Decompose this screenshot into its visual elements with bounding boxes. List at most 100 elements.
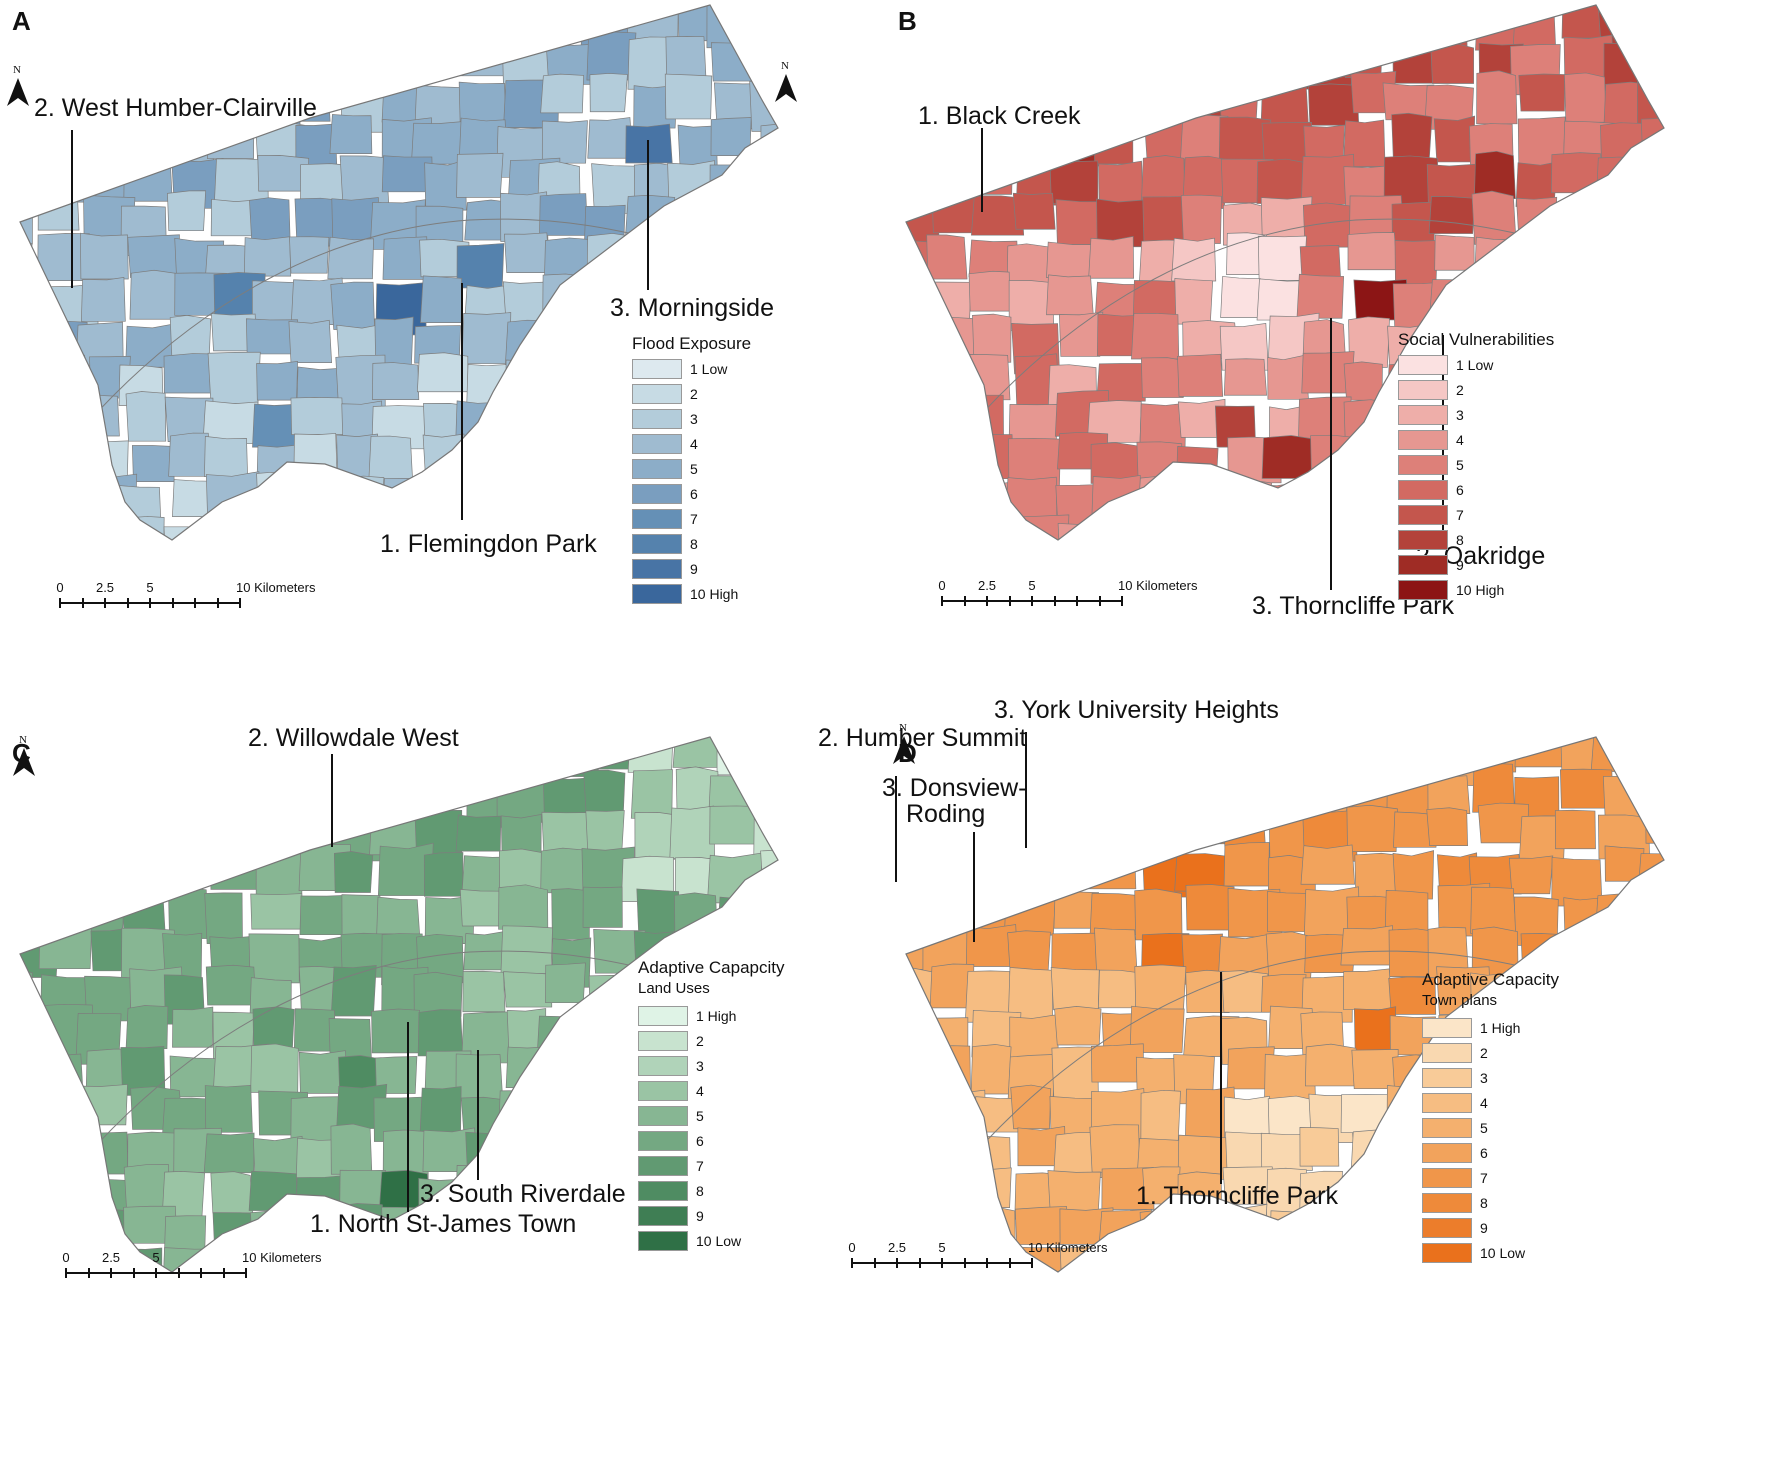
scale-tick bbox=[132, 1268, 135, 1278]
legend-label: 2 bbox=[696, 1032, 704, 1049]
panel-b-social-vulnerabilities: B 1. Black Creek 2. Oakridge 3. Thorncli… bbox=[886, 0, 1772, 732]
district bbox=[961, 846, 1017, 889]
scale-tick bbox=[986, 596, 988, 606]
district bbox=[1551, 857, 1603, 907]
district bbox=[1049, 158, 1099, 204]
legend-row: 3 bbox=[1398, 402, 1554, 427]
legend-label: 2 bbox=[690, 385, 698, 402]
north-label: N bbox=[19, 734, 27, 746]
district bbox=[748, 192, 778, 239]
district bbox=[667, 160, 715, 210]
district bbox=[1346, 804, 1398, 852]
district bbox=[926, 1165, 975, 1206]
district bbox=[205, 964, 257, 1006]
district bbox=[1561, 475, 1613, 522]
district bbox=[1183, 515, 1227, 540]
district bbox=[1214, 405, 1257, 448]
district bbox=[1219, 322, 1269, 371]
district bbox=[746, 239, 778, 288]
district bbox=[623, 1255, 680, 1272]
district bbox=[1433, 115, 1476, 163]
district bbox=[1217, 479, 1273, 520]
district bbox=[963, 5, 1010, 37]
district bbox=[419, 473, 461, 523]
scale-bar-a: 0 2.5 5 10 Kilometers bbox=[56, 580, 315, 630]
scale-label: 5 bbox=[152, 1250, 160, 1265]
legend-label: 5 bbox=[1456, 456, 1464, 473]
scale-label: 5 bbox=[146, 580, 154, 595]
district bbox=[1551, 442, 1597, 493]
legend-row: 5 bbox=[1422, 1115, 1559, 1140]
district bbox=[906, 519, 933, 540]
district bbox=[33, 1052, 84, 1100]
legend-title-c: Adaptive Capapcity bbox=[638, 958, 785, 977]
legend-row: 4 bbox=[1422, 1090, 1559, 1115]
district bbox=[498, 848, 546, 890]
district bbox=[41, 444, 94, 490]
district bbox=[1179, 1211, 1226, 1259]
district bbox=[583, 769, 626, 812]
district bbox=[970, 1044, 1012, 1095]
legend-row: 2 bbox=[1422, 1040, 1559, 1065]
legend-row: 9 bbox=[638, 1203, 784, 1228]
district bbox=[1597, 967, 1650, 1011]
district bbox=[1606, 324, 1648, 376]
district bbox=[1304, 1043, 1359, 1087]
district bbox=[1308, 1206, 1351, 1255]
district bbox=[337, 1246, 385, 1272]
scale-tick bbox=[963, 596, 966, 606]
district bbox=[504, 319, 547, 373]
district bbox=[1256, 158, 1309, 204]
district bbox=[256, 361, 298, 401]
district bbox=[413, 971, 463, 1017]
district bbox=[288, 319, 333, 363]
district bbox=[419, 1086, 462, 1139]
district bbox=[1180, 194, 1222, 244]
legend-swatch bbox=[1422, 1117, 1472, 1138]
district bbox=[906, 886, 941, 930]
scale-tick bbox=[222, 1268, 225, 1278]
legend-swatch bbox=[1422, 1142, 1472, 1163]
legend-swatch bbox=[632, 508, 682, 529]
legend-swatch bbox=[1398, 379, 1448, 400]
district bbox=[922, 5, 966, 45]
district bbox=[456, 152, 504, 198]
scale-label: 2.5 bbox=[977, 578, 997, 593]
district bbox=[1054, 762, 1103, 808]
district bbox=[1005, 476, 1058, 519]
legend-label: 10 Low bbox=[1480, 1244, 1526, 1261]
legend-label: 8 bbox=[690, 535, 698, 552]
district bbox=[674, 203, 716, 250]
district bbox=[1383, 5, 1432, 42]
district bbox=[1554, 809, 1596, 850]
district bbox=[544, 237, 595, 281]
district bbox=[1227, 5, 1274, 35]
district bbox=[1564, 72, 1607, 123]
district bbox=[1093, 5, 1134, 50]
legend-label: 9 bbox=[690, 560, 698, 577]
district bbox=[1602, 398, 1653, 437]
district bbox=[1097, 39, 1151, 84]
district bbox=[335, 774, 385, 815]
map-a bbox=[19, 4, 779, 541]
callout-willowdale-west: 2. Willowdale West bbox=[248, 724, 459, 752]
district bbox=[20, 806, 42, 848]
district bbox=[423, 852, 464, 897]
district bbox=[1225, 1254, 1278, 1272]
legend-label: 8 bbox=[1480, 1194, 1488, 1211]
scale-tick bbox=[239, 598, 241, 608]
district bbox=[172, 1006, 214, 1048]
legend-label: 1 Low bbox=[1456, 356, 1494, 373]
district bbox=[255, 776, 296, 822]
north-arrow-a2: N bbox=[770, 60, 800, 102]
legend-label: 1 High bbox=[696, 1007, 737, 1024]
district bbox=[416, 352, 469, 393]
legend-label: 1 High bbox=[1480, 1019, 1521, 1036]
district bbox=[753, 318, 778, 362]
district bbox=[925, 357, 976, 398]
legend-row: 5 bbox=[1398, 452, 1554, 477]
district bbox=[1097, 969, 1138, 1009]
district bbox=[584, 1209, 635, 1263]
district bbox=[20, 315, 34, 360]
north-label: N bbox=[781, 60, 789, 72]
